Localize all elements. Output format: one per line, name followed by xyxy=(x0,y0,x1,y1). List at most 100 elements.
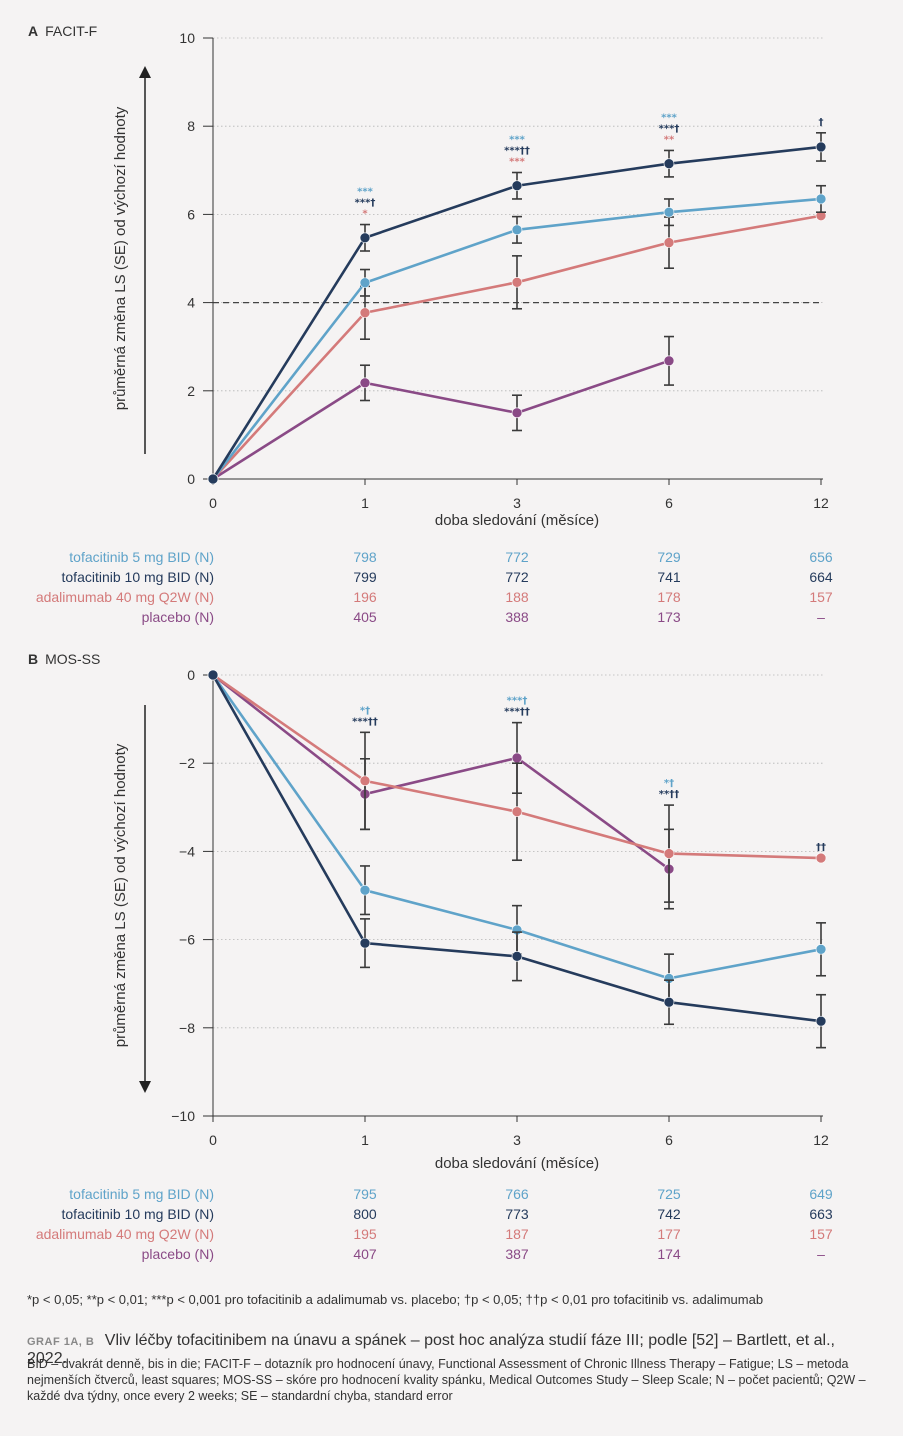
n-row-label: adalimumab 40 mg Q2W (N) xyxy=(36,589,214,605)
significance-marker: *** xyxy=(661,112,677,123)
n-row-label: placebo (N) xyxy=(142,1246,214,1262)
n-value: 178 xyxy=(657,589,681,605)
panel-b: B MOS-SS 0 −2 −4 −6 −8 −10 0 1 3 6 12 doba sledování … xyxy=(28,651,833,1262)
data-point xyxy=(359,775,371,787)
n-value: – xyxy=(817,609,825,625)
data-point xyxy=(359,232,371,244)
data-point xyxy=(359,884,371,896)
data-point xyxy=(359,937,371,949)
n-value: 729 xyxy=(657,549,681,565)
n-row-label: tofacitinib 10 mg BID (N) xyxy=(62,569,215,585)
data-point xyxy=(359,377,371,389)
data-point xyxy=(207,669,219,681)
n-row-label: tofacitinib 10 mg BID (N) xyxy=(62,1206,215,1222)
data-point xyxy=(815,1015,827,1027)
n-value: 187 xyxy=(505,1226,529,1242)
x-tick-label: 1 xyxy=(361,1132,369,1148)
n-value: 388 xyxy=(505,609,529,625)
n-row-label: adalimumab 40 mg Q2W (N) xyxy=(36,1226,214,1242)
n-value: 725 xyxy=(657,1186,681,1202)
n-value: 177 xyxy=(657,1226,681,1242)
n-value: 407 xyxy=(353,1246,377,1262)
y-tick-label: −8 xyxy=(179,1020,195,1036)
y-tick-label: −6 xyxy=(179,932,195,948)
n-value: 663 xyxy=(809,1206,833,1222)
data-point xyxy=(663,237,675,248)
data-point xyxy=(359,307,371,319)
data-point xyxy=(663,355,675,367)
figure-caption: GRAF 1A, B Vliv léčby tofacitinibem na ú… xyxy=(27,1332,877,1368)
panel-a: A FACIT-F 0 2 4 6 8 10 0 1 3 6 12 doba sledování (měs… xyxy=(28,23,833,625)
panel-letter: B xyxy=(28,651,38,667)
n-value: 174 xyxy=(657,1246,681,1262)
y-axis-title: průměrná změna LS (SE) od výchozí hodnot… xyxy=(112,743,129,1047)
x-tick-label: 0 xyxy=(209,1132,217,1148)
n-value: 656 xyxy=(809,549,833,565)
direction-arrow-head xyxy=(139,66,151,78)
panel-name: FACIT-F xyxy=(45,23,97,39)
data-point xyxy=(815,141,827,153)
n-value: 649 xyxy=(809,1186,833,1202)
n-value: 799 xyxy=(353,569,377,585)
caption-label: GRAF 1A, B xyxy=(27,1336,95,1348)
n-value: 742 xyxy=(657,1206,681,1222)
data-point xyxy=(663,206,675,218)
data-point xyxy=(511,752,523,764)
y-axis-title: průměrná změna LS (SE) od výchozí hodnot… xyxy=(112,106,129,410)
data-point xyxy=(663,158,675,169)
n-row-label: placebo (N) xyxy=(142,609,214,625)
data-point xyxy=(663,848,675,859)
n-row-label: tofacitinib 5 mg BID (N) xyxy=(69,549,214,565)
y-tick-label: 0 xyxy=(187,471,195,487)
data-point xyxy=(511,224,523,236)
n-value: 795 xyxy=(353,1186,377,1202)
panel-title: B MOS-SS xyxy=(28,651,100,667)
data-point xyxy=(815,193,827,205)
y-tick-label: −10 xyxy=(171,1108,195,1124)
series-tofa10 xyxy=(207,132,827,485)
x-axis-title: doba sledování (měsíce) xyxy=(435,1155,599,1172)
panel-letter: A xyxy=(28,23,38,39)
y-tick-label: −2 xyxy=(179,755,195,771)
x-tick-label: 1 xyxy=(361,495,369,511)
significance-marker: **†† xyxy=(659,789,679,800)
data-point xyxy=(663,996,675,1008)
n-value: 387 xyxy=(505,1246,529,1262)
y-tick-label: 0 xyxy=(187,667,195,683)
significance-marker: ***† xyxy=(355,198,376,209)
significance-marker: *† xyxy=(664,778,674,789)
data-point xyxy=(359,277,371,289)
n-value: 196 xyxy=(353,589,377,605)
n-value: 157 xyxy=(809,1226,833,1242)
n-value: 405 xyxy=(353,609,377,625)
series-placebo xyxy=(207,335,675,485)
significance-marker: ***† xyxy=(659,123,680,134)
significance-marker: *** xyxy=(509,157,525,168)
data-point xyxy=(815,852,827,864)
y-tick-label: 10 xyxy=(179,30,195,46)
x-axis-title: doba sledování (měsíce) xyxy=(435,512,599,529)
panel-title: A FACIT-F xyxy=(28,23,97,39)
caption-text: Vliv léčby tofacitinibem na únavu a spán… xyxy=(27,1332,835,1367)
x-tick-label: 6 xyxy=(665,1132,673,1148)
data-point xyxy=(207,473,219,485)
significance-marker: *** xyxy=(509,135,525,146)
n-value: 664 xyxy=(809,569,833,585)
n-value: 741 xyxy=(657,569,681,585)
y-tick-label: −4 xyxy=(179,843,195,859)
significance-marker: ** xyxy=(664,134,675,145)
significance-marker: ***†† xyxy=(504,146,530,157)
direction-arrow-head xyxy=(139,1081,151,1093)
y-tick-label: 2 xyxy=(187,383,195,399)
n-value: 173 xyxy=(657,609,681,625)
significance-marker: *** xyxy=(357,187,373,198)
n-row-label: tofacitinib 5 mg BID (N) xyxy=(69,1186,214,1202)
n-value: 772 xyxy=(505,569,529,585)
series-line xyxy=(212,359,670,481)
significance-marker: ***†† xyxy=(504,707,530,718)
x-tick-label: 3 xyxy=(513,1132,521,1148)
series-line xyxy=(212,673,670,871)
significance-marker: ***† xyxy=(507,696,528,707)
data-point xyxy=(511,951,523,962)
